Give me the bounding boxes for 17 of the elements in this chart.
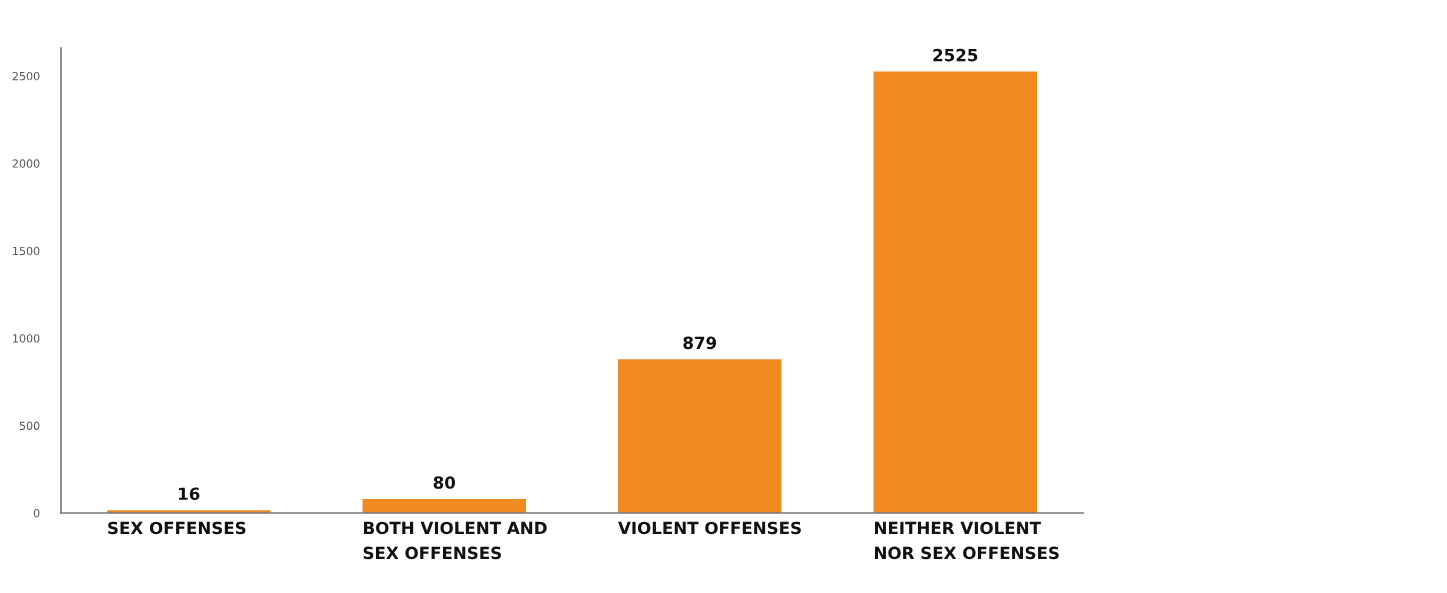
y-tick-label: 1000	[13, 334, 40, 343]
data-label: 879	[683, 336, 717, 350]
x-tick-label: VIOLENT OFFENSES	[618, 521, 801, 535]
y-tick-label: 500	[19, 421, 40, 430]
bar	[617, 359, 782, 513]
x-tick-label: SEX OFFENSES	[108, 521, 246, 535]
bar	[362, 499, 527, 513]
x-tick-label: NEITHER VIOLENT NOR SEX OFFENSES	[875, 521, 1059, 560]
bar	[873, 71, 1038, 513]
data-label: 16	[179, 487, 200, 501]
y-tick-label: 1500	[13, 246, 40, 256]
data-label: 2525	[933, 48, 978, 62]
data-label: 80	[433, 476, 456, 489]
y-tick-label: 0	[33, 508, 40, 518]
y-tick-label: 2500	[12, 71, 40, 81]
x-tick-label: BOTH VIOLENT AND SEX OFFENSES	[363, 521, 547, 560]
y-tick-label: 2000	[12, 159, 40, 168]
